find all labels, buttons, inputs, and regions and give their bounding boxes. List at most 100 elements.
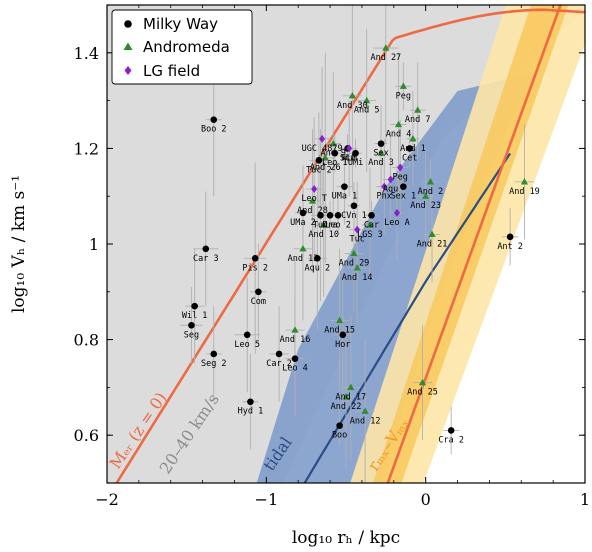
andromeda-point xyxy=(361,407,369,414)
milky-way-point xyxy=(275,350,283,358)
milky-way-point xyxy=(317,212,324,219)
andromeda-point xyxy=(409,135,417,142)
point-label: And 3 xyxy=(368,158,394,168)
andromeda-point xyxy=(520,178,529,185)
point-label: Leo 2 xyxy=(325,220,351,230)
legend-marker-milky-way xyxy=(124,20,132,28)
milky-way-point xyxy=(291,355,299,363)
plot-area: Boo 2 Car 3 Wil 1 Seg Seg 2 Pis 2 Com Leo 5 Hyd … xyxy=(107,5,585,483)
point-label: And 22 xyxy=(331,402,362,412)
andromeda-point xyxy=(366,221,374,228)
point-label: And 28 xyxy=(297,206,328,216)
point-label: And 13 xyxy=(288,254,319,264)
y-axis-title: log₁₀ Vₕ / km s⁻¹ xyxy=(9,175,29,313)
milky-way-point xyxy=(255,288,262,296)
point-label: And 27 xyxy=(370,53,401,63)
x-tick-label: −2 xyxy=(95,490,119,509)
andromeda-point xyxy=(342,393,350,400)
point-label: And 19 xyxy=(509,187,540,197)
milky-way-point xyxy=(341,183,348,190)
andromeda-point xyxy=(299,244,307,252)
point-label: Car xyxy=(364,220,379,230)
andromeda-point xyxy=(426,178,435,185)
point-label: Tuc xyxy=(313,220,328,230)
point-label: And 30 xyxy=(337,101,368,111)
point-label: Leo 4 xyxy=(282,364,308,374)
point-label: Car 2 xyxy=(266,359,292,369)
point-label: And 26 xyxy=(310,163,341,173)
lg-field-point xyxy=(393,208,400,217)
tidal-curve xyxy=(303,152,512,483)
andromeda-point xyxy=(428,230,436,238)
point-label: And 15 xyxy=(324,325,355,335)
point-label: And 12 xyxy=(350,416,381,426)
milky-way-point xyxy=(210,116,218,124)
x-tick-label: −1 xyxy=(255,490,279,509)
legend-marker-lg-field xyxy=(124,66,132,75)
y-tick-label: 0.8 xyxy=(74,331,99,350)
point-label: Sex 1 xyxy=(391,192,417,202)
milky-way-point xyxy=(336,422,343,429)
point-label: And 21 xyxy=(417,239,448,249)
point-label: Hyd 1 xyxy=(238,407,264,417)
point-label: And 9 xyxy=(320,149,346,159)
lg-field-point xyxy=(346,144,353,153)
point-label: Ant 2 xyxy=(497,242,523,252)
milky-way-point xyxy=(326,212,334,219)
point-label: Sex xyxy=(373,149,388,159)
milky-way-point xyxy=(251,255,259,262)
point-label: Phx xyxy=(377,192,392,202)
milky-way-point xyxy=(315,157,323,164)
andromeda-point xyxy=(329,139,337,147)
point-label: UMi xyxy=(348,158,363,168)
andromeda-point xyxy=(347,383,355,390)
point-label: Cra 2 xyxy=(438,435,464,445)
andromeda-point xyxy=(414,106,422,113)
andromeda-point xyxy=(320,221,328,228)
point-label: UGC 4879 xyxy=(302,144,343,154)
point-label: Tuc xyxy=(349,235,364,245)
data-points xyxy=(188,44,529,434)
y-tick-label: 1.4 xyxy=(74,44,99,63)
milky-way-point xyxy=(243,331,251,339)
point-label: Car 3 xyxy=(193,254,219,264)
point-label: Peg xyxy=(396,91,411,101)
gray-band xyxy=(107,5,585,483)
point-label: Pis 2 xyxy=(242,263,268,273)
point-label: Dra xyxy=(322,220,337,230)
milky-way-point xyxy=(377,140,385,147)
rmx-line xyxy=(386,5,562,483)
legend-label-lg-field: LG field xyxy=(143,62,200,80)
lg-field-point xyxy=(397,163,404,172)
milky-way-point xyxy=(368,212,375,219)
lg-field-point xyxy=(381,182,388,191)
milky-way-point xyxy=(350,202,358,210)
point-label: UMa 2 xyxy=(290,218,316,228)
milky-way-point xyxy=(314,255,321,262)
axes: −2 −1 0 1 0.6 0.8 1 1.2 1.4 xyxy=(74,4,590,509)
lg-field-point xyxy=(319,134,326,143)
point-label: Scu xyxy=(340,153,355,163)
point-label: Hor xyxy=(335,340,350,350)
andromeda-point xyxy=(418,378,427,386)
point-labels: Boo 2 Car 3 Wil 1 Seg Seg 2 Pis 2 Com Leo 5 Hyd … xyxy=(182,53,540,445)
point-label: And 4 xyxy=(386,130,412,140)
point-label: And 2 xyxy=(418,187,444,197)
point-label: And 17 xyxy=(335,392,366,402)
milky-way-point xyxy=(352,149,359,157)
point-label: Peg xyxy=(392,173,407,183)
point-label: UMa 1 xyxy=(332,192,358,202)
yellow-inner-band xyxy=(372,5,569,483)
point-label: And 1 xyxy=(400,144,426,154)
point-label: Boo xyxy=(332,431,347,441)
andromeda-point xyxy=(422,192,430,199)
point-label: Leo T xyxy=(301,194,327,204)
milky-way-point xyxy=(339,331,347,339)
milky-way-point xyxy=(191,302,198,310)
andromeda-point xyxy=(291,326,299,333)
milky-way-point xyxy=(334,212,342,219)
milky-way-point xyxy=(247,398,254,406)
point-label: Aqu xyxy=(383,184,398,194)
point-label: Aqu 2 xyxy=(305,263,331,273)
legend-label-milky-way: Milky Way xyxy=(143,15,218,33)
